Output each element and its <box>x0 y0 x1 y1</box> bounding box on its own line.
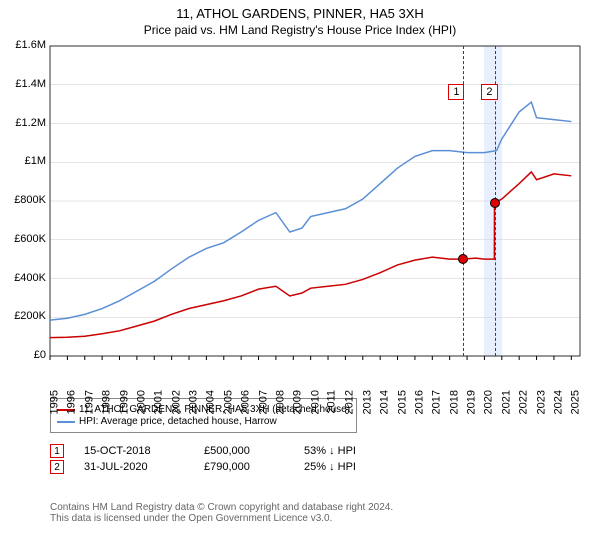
event-price: £790,000 <box>204 461 284 473</box>
x-tick-label: 2024 <box>552 390 564 414</box>
x-tick-label: 2022 <box>518 390 530 414</box>
x-tick-label: 2010 <box>309 390 321 414</box>
legend-label: HPI: Average price, detached house, Harr… <box>79 416 277 427</box>
footer-line-1: Contains HM Land Registry data © Crown c… <box>50 502 393 513</box>
x-tick-label: 2019 <box>466 390 478 414</box>
x-tick-label: 2011 <box>326 390 338 414</box>
event-id-box: 1 <box>50 444 64 458</box>
x-tick-label: 2015 <box>396 390 408 414</box>
x-tick-label: 2006 <box>240 390 252 414</box>
event-delta: 53% ↓ HPI <box>304 445 356 457</box>
x-tick-label: 2009 <box>292 390 304 414</box>
x-tick-label: 1996 <box>66 390 78 414</box>
x-tick-label: 2013 <box>361 390 373 414</box>
y-tick-label: £600K <box>2 233 46 245</box>
y-tick-label: £1.6M <box>2 39 46 51</box>
x-tick-label: 2020 <box>483 390 495 414</box>
x-tick-label: 2003 <box>188 390 200 414</box>
event-marker-label-2: 2 <box>481 84 497 100</box>
chart-container: 11, ATHOL GARDENS, PINNER, HA5 3XH Price… <box>0 0 600 560</box>
chart-subtitle: Price paid vs. HM Land Registry's House … <box>0 21 600 37</box>
x-tick-label: 2016 <box>413 390 425 414</box>
x-tick-label: 2021 <box>500 390 512 414</box>
x-tick-label: 2008 <box>274 390 286 414</box>
event-id-box: 2 <box>50 460 64 474</box>
y-tick-label: £400K <box>2 272 46 284</box>
x-tick-label: 1995 <box>48 390 60 414</box>
x-tick-label: 2001 <box>153 390 165 414</box>
x-tick-label: 2002 <box>170 390 182 414</box>
event-date: 31-JUL-2020 <box>84 461 184 473</box>
x-tick-label: 2005 <box>222 390 234 414</box>
event-row: 1 15-OCT-2018 £500,000 53% ↓ HPI <box>50 444 356 458</box>
event-table: 1 15-OCT-2018 £500,000 53% ↓ HPI 2 31-JUL-202… <box>50 442 356 476</box>
x-tick-label: 1999 <box>118 390 130 414</box>
x-tick-label: 2014 <box>379 390 391 414</box>
series-price_paid <box>50 172 571 338</box>
x-tick-label: 1998 <box>101 390 113 414</box>
x-tick-label: 2025 <box>570 390 582 414</box>
x-tick-label: 2007 <box>257 390 269 414</box>
event-row: 2 31-JUL-2020 £790,000 25% ↓ HPI <box>50 460 356 474</box>
event-date: 15-OCT-2018 <box>84 445 184 457</box>
x-tick-label: 2000 <box>135 390 147 414</box>
event-delta: 25% ↓ HPI <box>304 461 356 473</box>
x-tick-label: 2012 <box>344 390 356 414</box>
x-tick-label: 2018 <box>448 390 460 414</box>
footer-attribution: Contains HM Land Registry data © Crown c… <box>50 502 393 524</box>
y-tick-label: £800K <box>2 194 46 206</box>
x-tick-label: 2004 <box>205 390 217 414</box>
y-tick-label: £1.4M <box>2 78 46 90</box>
y-tick-label: £0 <box>2 349 46 361</box>
x-tick-label: 1997 <box>83 390 95 414</box>
y-tick-label: £1M <box>2 155 46 167</box>
x-tick-label: 2023 <box>535 390 547 414</box>
chart-title: 11, ATHOL GARDENS, PINNER, HA5 3XH <box>0 0 600 21</box>
x-tick-label: 2017 <box>431 390 443 414</box>
event-marker-2 <box>490 198 500 208</box>
legend-row: HPI: Average price, detached house, Harr… <box>57 416 350 427</box>
event-price: £500,000 <box>204 445 284 457</box>
legend-swatch <box>57 421 75 423</box>
y-tick-label: £200K <box>2 310 46 322</box>
plot-area <box>50 46 580 356</box>
y-tick-label: £1.2M <box>2 117 46 129</box>
footer-line-2: This data is licensed under the Open Gov… <box>50 513 393 524</box>
event-marker-label-1: 1 <box>448 84 464 100</box>
